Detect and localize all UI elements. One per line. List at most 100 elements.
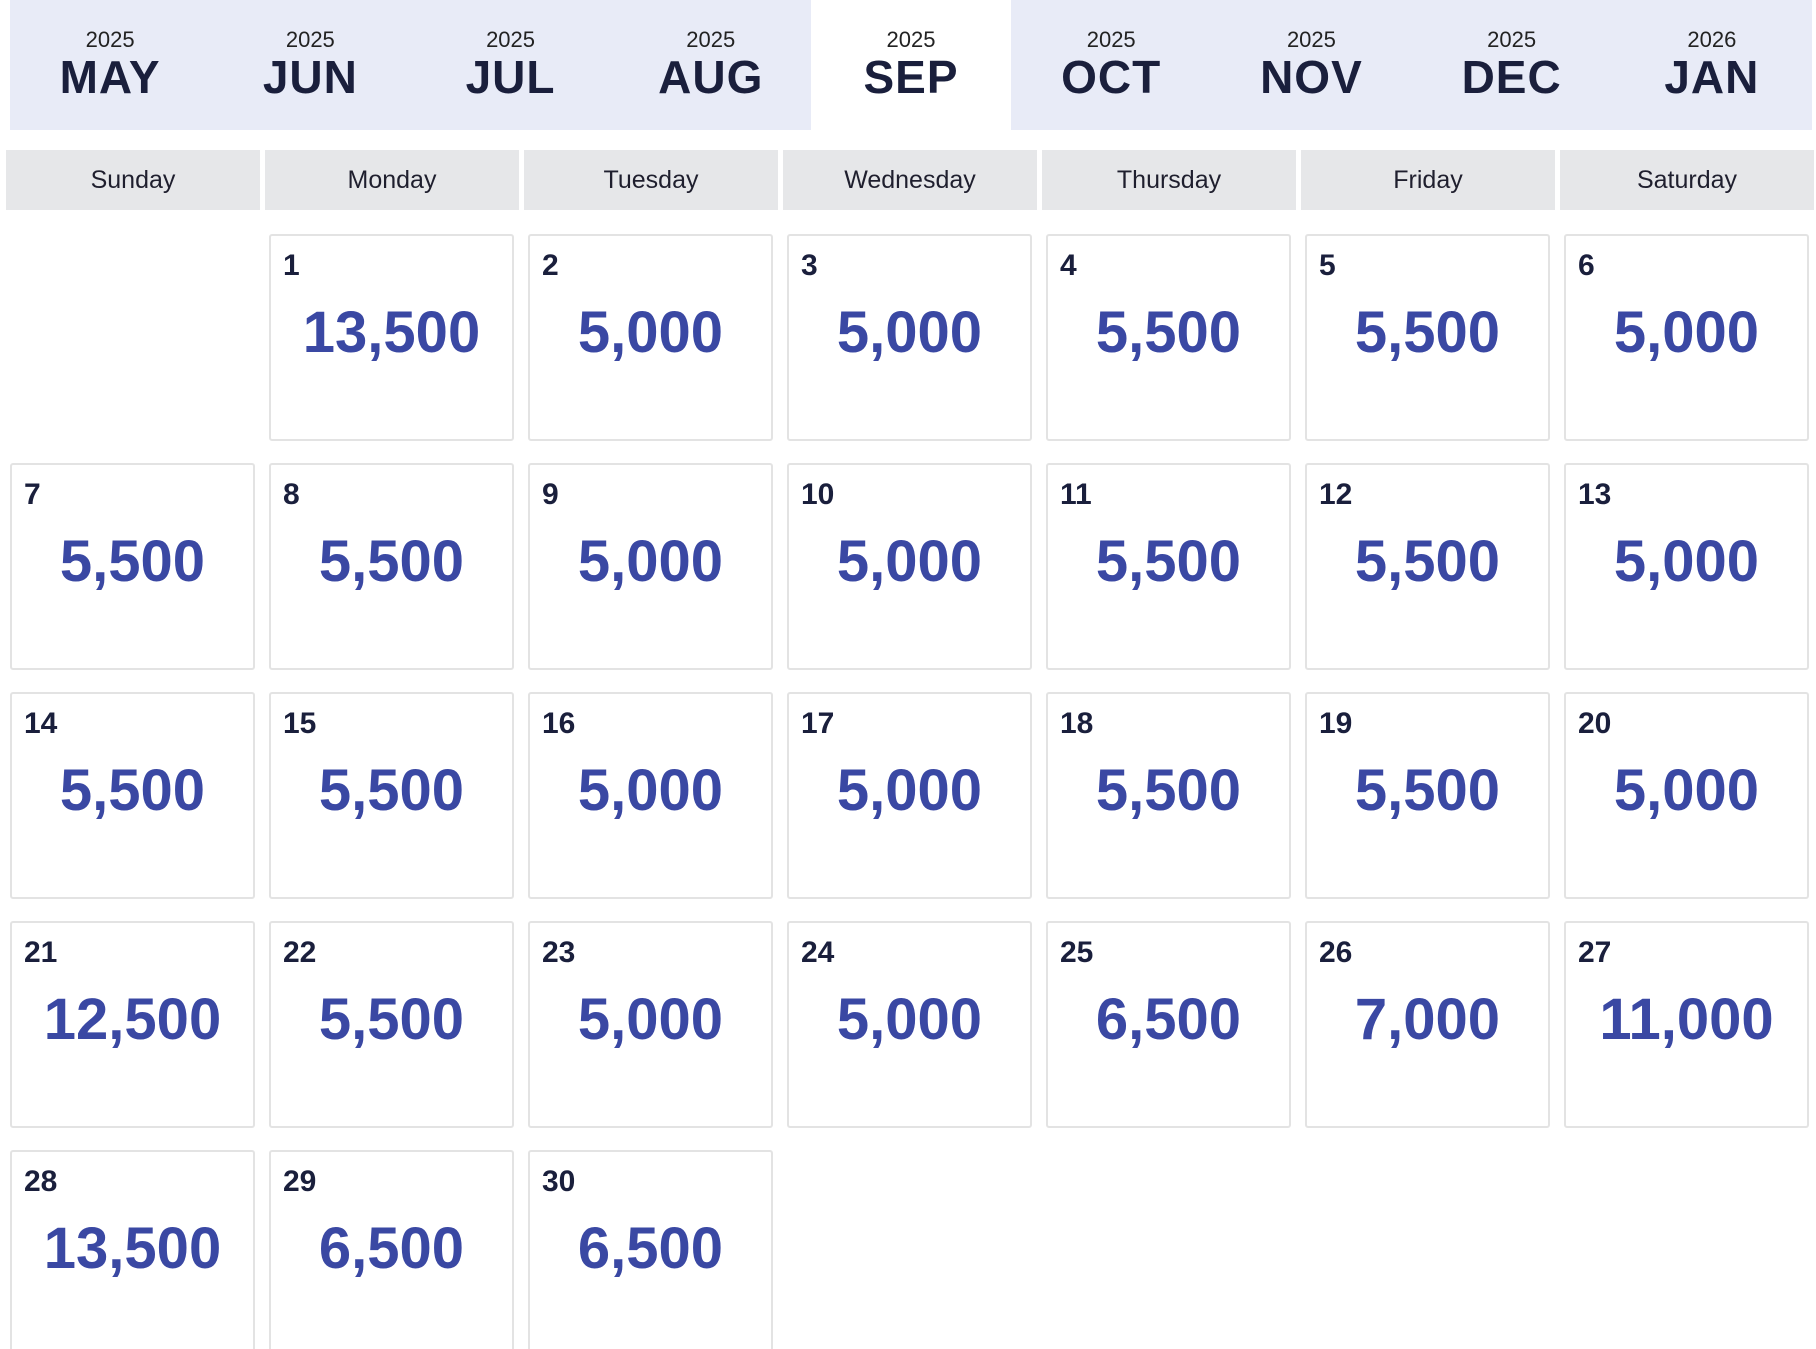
- day-price: 5,000: [577, 529, 724, 594]
- month-tab-jul-2025[interactable]: 2025 JUL: [410, 0, 611, 130]
- day-cell-25[interactable]: 25 6,500: [1046, 921, 1291, 1128]
- day-price: 12,500: [43, 987, 222, 1052]
- day-price: 5,000: [836, 300, 983, 365]
- empty-day-slot: [10, 234, 255, 441]
- day-cell-5[interactable]: 5 5,500: [1305, 234, 1550, 441]
- day-price: 11,000: [1599, 987, 1774, 1052]
- month-name: MAY: [59, 51, 161, 103]
- weekday-sunday: Sunday: [6, 150, 260, 210]
- weekday-saturday: Saturday: [1560, 150, 1814, 210]
- month-year: 2025: [285, 27, 335, 52]
- weekday-monday: Monday: [265, 150, 519, 210]
- weekday-friday: Friday: [1301, 150, 1555, 210]
- day-number: 3: [801, 249, 818, 282]
- month-name: JAN: [1664, 51, 1760, 103]
- day-cell-18[interactable]: 18 5,500: [1046, 692, 1291, 899]
- month-tab-oct-2025[interactable]: 2025 OCT: [1011, 0, 1212, 130]
- day-number: 30: [542, 1165, 576, 1198]
- day-number: 15: [283, 707, 317, 740]
- day-number: 12: [1319, 478, 1353, 511]
- day-price: 5,500: [59, 758, 206, 823]
- day-price: 5,500: [1354, 758, 1501, 823]
- day-price: 5,500: [1095, 758, 1242, 823]
- day-price: 5,000: [577, 987, 724, 1052]
- month-tab-may-2025[interactable]: 2025 MAY: [10, 0, 211, 130]
- month-tab-jan-2026[interactable]: 2026 JAN: [1611, 0, 1812, 130]
- day-cell-23[interactable]: 23 5,000: [528, 921, 773, 1128]
- month-name: JUN: [262, 51, 358, 103]
- day-cell-4[interactable]: 4 5,500: [1046, 234, 1291, 441]
- day-number: 14: [24, 707, 58, 740]
- month-tab-aug-2025[interactable]: 2025 AUG: [610, 0, 811, 130]
- day-price: 6,500: [318, 1216, 465, 1281]
- day-cell-13[interactable]: 13 5,000: [1564, 463, 1809, 670]
- day-cell-21[interactable]: 21 12,500: [10, 921, 255, 1128]
- day-cell-26[interactable]: 26 7,000: [1305, 921, 1550, 1128]
- day-number: 11: [1060, 478, 1092, 511]
- day-price: 5,000: [836, 529, 983, 594]
- month-tab-jun-2025[interactable]: 2025 JUN: [210, 0, 411, 130]
- weekday-wednesday: Wednesday: [783, 150, 1037, 210]
- month-name: AUG: [658, 51, 764, 103]
- day-number: 28: [24, 1165, 58, 1198]
- day-cell-3[interactable]: 3 5,000: [787, 234, 1032, 441]
- day-price: 5,500: [318, 529, 465, 594]
- month-name: OCT: [1061, 51, 1162, 103]
- month-name: SEP: [863, 51, 959, 103]
- day-cell-2[interactable]: 2 5,000: [528, 234, 773, 441]
- day-cell-24[interactable]: 24 5,000: [787, 921, 1032, 1128]
- day-cell-22[interactable]: 22 5,500: [269, 921, 514, 1128]
- weekday-thursday: Thursday: [1042, 150, 1296, 210]
- month-tab-dec-2025[interactable]: 2025 DEC: [1411, 0, 1612, 130]
- day-number: 26: [1319, 936, 1353, 969]
- day-number: 29: [283, 1165, 317, 1198]
- calendar-grid: 1 13,500 2 5,000 3 5,000 4 5,500 5 5,500 6 5,000 7 5,…: [10, 234, 1814, 1349]
- month-tab-nov-2025[interactable]: 2025 NOV: [1211, 0, 1412, 130]
- month-name: NOV: [1260, 51, 1363, 103]
- weekday-tuesday: Tuesday: [524, 150, 778, 210]
- day-cell-17[interactable]: 17 5,000: [787, 692, 1032, 899]
- day-cell-1[interactable]: 1 13,500: [269, 234, 514, 441]
- day-cell-19[interactable]: 19 5,500: [1305, 692, 1550, 899]
- day-price: 13,500: [302, 300, 481, 365]
- day-cell-20[interactable]: 20 5,000: [1564, 692, 1809, 899]
- day-price: 5,500: [318, 758, 465, 823]
- day-cell-12[interactable]: 12 5,500: [1305, 463, 1550, 670]
- month-year: 2026: [1687, 27, 1737, 52]
- day-price: 5,500: [1354, 529, 1501, 594]
- day-number: 21: [24, 936, 58, 969]
- day-cell-7[interactable]: 7 5,500: [10, 463, 255, 670]
- day-number: 13: [1578, 478, 1612, 511]
- day-cell-30[interactable]: 30 6,500: [528, 1150, 773, 1349]
- day-number: 9: [542, 478, 559, 511]
- day-number: 24: [801, 936, 835, 969]
- day-cell-15[interactable]: 15 5,500: [269, 692, 514, 899]
- day-cell-16[interactable]: 16 5,000: [528, 692, 773, 899]
- day-price: 5,500: [1095, 529, 1242, 594]
- day-price: 5,000: [1613, 758, 1760, 823]
- day-number: 7: [24, 478, 41, 511]
- day-number: 2: [542, 249, 559, 282]
- month-year: 2025: [686, 27, 736, 52]
- day-cell-28[interactable]: 28 13,500: [10, 1150, 255, 1349]
- day-number: 27: [1578, 936, 1612, 969]
- day-cell-8[interactable]: 8 5,500: [269, 463, 514, 670]
- weekday-header: Sunday Monday Tuesday Wednesday Thursday Frid…: [6, 150, 1814, 210]
- day-price: 13,500: [43, 1216, 222, 1281]
- day-cell-11[interactable]: 11 5,500: [1046, 463, 1291, 670]
- day-number: 6: [1578, 249, 1595, 282]
- day-cell-9[interactable]: 9 5,000: [528, 463, 773, 670]
- day-cell-14[interactable]: 14 5,500: [10, 692, 255, 899]
- day-number: 22: [283, 936, 317, 969]
- day-price: 5,000: [836, 758, 983, 823]
- day-number: 23: [542, 936, 576, 969]
- day-price: 5,000: [577, 300, 724, 365]
- day-cell-6[interactable]: 6 5,000: [1564, 234, 1809, 441]
- month-year: 2025: [85, 27, 135, 52]
- day-cell-10[interactable]: 10 5,000: [787, 463, 1032, 670]
- month-year: 2025: [1086, 27, 1136, 52]
- day-cell-29[interactable]: 29 6,500: [269, 1150, 514, 1349]
- month-tab-sep-2025[interactable]: 2025 SEP: [810, 0, 1012, 130]
- day-cell-27[interactable]: 27 11,000: [1564, 921, 1809, 1128]
- day-price: 5,000: [1613, 529, 1760, 594]
